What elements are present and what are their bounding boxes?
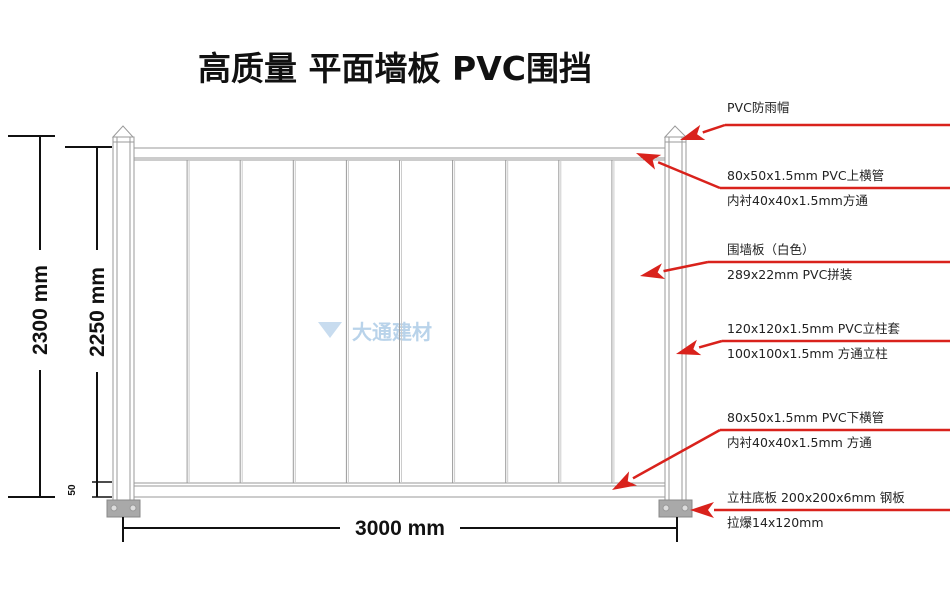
callout-sublabel: 内衬40x40x1.5mm方通 [727,193,868,208]
arrow-head-icon [680,124,706,140]
left-base-plate [106,499,141,518]
arrow-head-icon [676,339,702,356]
left-post [111,125,135,501]
arrow-head-icon [690,502,714,518]
dimension-2250-label: 2250 mm [86,267,109,357]
callout-1: PVC防雨帽 [680,100,950,140]
arrow-head-icon [640,263,666,279]
dimension-3000-label: 3000 mm [355,517,445,540]
callout-label: 围墙板（白色） [727,242,815,257]
callout-label: 立柱底板 200x200x6mm 钢板 [727,490,905,505]
callout-4: 120x120x1.5mm PVC立柱套 100x100x1.5mm 方通立柱 [676,321,950,361]
callout-leader [663,260,709,273]
arrow-head-icon [612,471,637,490]
callout-label: 80x50x1.5mm PVC下横管 [727,410,884,425]
callout-sublabel: 内衬40x40x1.5mm 方通 [727,435,872,450]
dimension-3000 [122,517,678,542]
callout-sublabel: 拉爆14x120mm [727,515,824,530]
right-base-plate [658,499,693,518]
callout-leader [632,428,721,480]
dimension-50-label: 50 [67,484,78,496]
callout-label: PVC防雨帽 [727,100,789,115]
dimension-2300-label: 2300 mm [29,265,52,355]
bottom-rail [133,482,666,498]
watermark-logo: 大通建材 [318,320,432,344]
svg-text:大通建材: 大通建材 [352,320,432,344]
callout-leader [702,123,726,134]
page-title: 高质量 平面墙板 PVC围挡 [198,49,592,88]
callout-sublabel: 100x100x1.5mm 方通立柱 [727,346,888,361]
callout-label: 80x50x1.5mm PVC上横管 [727,168,884,183]
callout-label: 120x120x1.5mm PVC立柱套 [727,321,901,336]
callout-sublabel: 289x22mm PVC拼装 [727,267,852,282]
arrow-head-icon [636,153,662,170]
wall-panels [186,160,615,483]
callout-leader [657,161,721,190]
callout-leader [698,339,723,349]
fence [106,125,693,518]
right-post [663,125,688,501]
callout-3: 围墙板（白色） 289x22mm PVC拼装 [640,242,950,282]
dimension-2250 [65,146,112,498]
dimension-2300 [8,135,55,498]
